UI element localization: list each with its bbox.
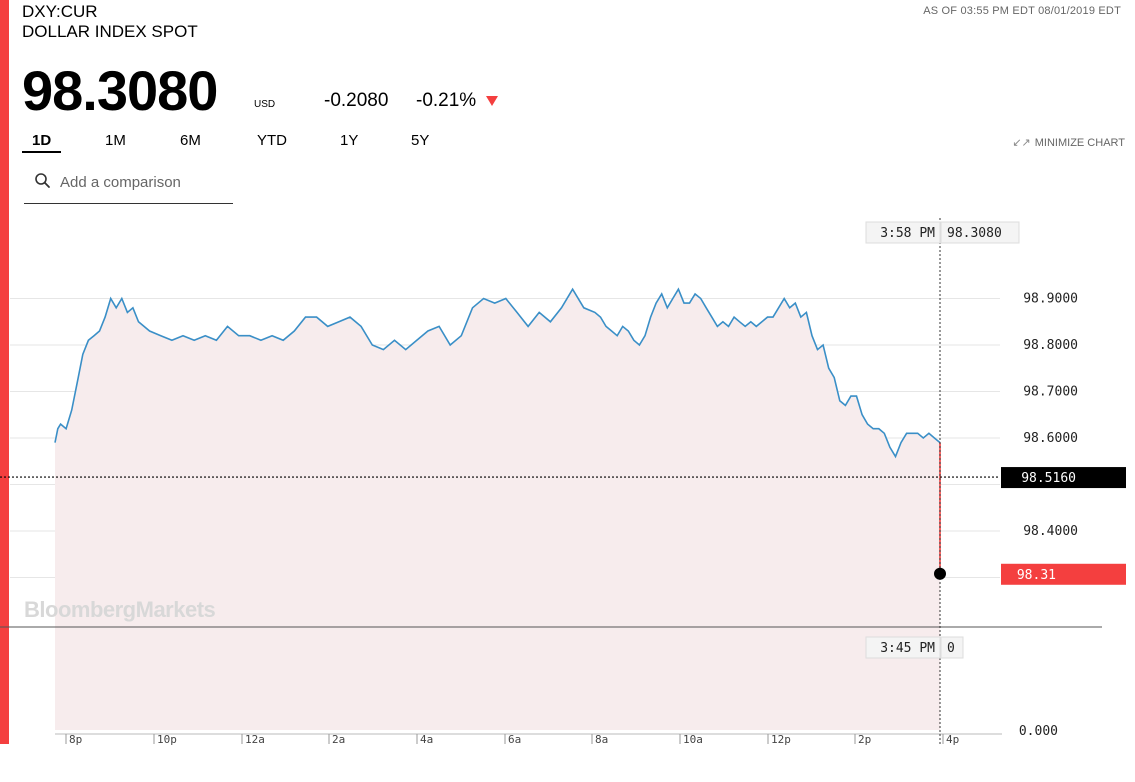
last-price-box	[1001, 563, 1126, 585]
comparison-search-input[interactable]: Add a comparison	[24, 166, 233, 204]
y-tick-label: 98.4000	[1023, 524, 1078, 539]
instrument-name: DOLLAR INDEX SPOT	[22, 22, 198, 41]
as-of-timestamp: AS OF 03:55 PM EDT 08/01/2019 EDT	[923, 5, 1121, 17]
collapse-arrows-icon: ↙↗	[1012, 137, 1031, 149]
x-tick-label: 10a	[683, 733, 703, 746]
x-tick-label: 10p	[157, 733, 177, 746]
last-price-label: 98.31	[1017, 568, 1056, 583]
x-tick-label: 4p	[946, 733, 959, 746]
tab-5y[interactable]: 5Y	[411, 132, 430, 149]
y-tick-label: 98.8000	[1023, 338, 1078, 353]
x-tick-label: 2p	[858, 733, 871, 746]
chart-area-fill	[55, 289, 940, 730]
tab-1d[interactable]: 1D	[22, 130, 62, 153]
price-line-up	[54, 287, 941, 459]
ticker-symbol: DXY:CUR	[22, 2, 98, 21]
search-icon	[35, 173, 50, 188]
x-tick-label: 8a	[595, 733, 608, 746]
crosshair-time: 3:58 PM	[880, 226, 935, 241]
crosshair-value: 98.3080	[947, 226, 1002, 241]
x-tick-label: 2a	[332, 733, 345, 746]
x-tick-label: 6a	[508, 733, 521, 746]
x-tick-label: 12a	[245, 733, 265, 746]
accent-bar	[0, 0, 9, 744]
crosshair-bottom-time-box	[865, 636, 941, 659]
tab-1m[interactable]: 1M	[105, 132, 126, 149]
minimize-chart-button[interactable]: ↙↗ MINIMIZE CHART	[1012, 136, 1125, 149]
down-arrow-icon	[486, 96, 498, 106]
x-tick-label: 8p	[69, 733, 82, 746]
tab-1y[interactable]: 1Y	[340, 132, 359, 149]
crosshair-bottom-value: 0	[947, 641, 955, 656]
percent-change: -0.21%	[416, 90, 477, 111]
previous-close-box	[1001, 467, 1126, 489]
previous-close-label: 98.5160	[1021, 471, 1076, 486]
y-tick-label: 0.000	[1019, 724, 1058, 739]
last-price: 98.3080	[22, 59, 218, 122]
search-placeholder: Add a comparison	[60, 174, 181, 191]
crosshair-time-box	[865, 221, 941, 244]
tab-6m[interactable]: 6M	[180, 132, 201, 149]
tab-ytd[interactable]: YTD	[257, 132, 287, 149]
net-change: -0.2080	[324, 90, 389, 111]
crosshair-bottom-time: 3:45 PM	[880, 641, 935, 656]
currency-label: USD	[254, 99, 276, 110]
x-tick-label: 12p	[771, 733, 791, 746]
y-tick-label: 98.6000	[1023, 431, 1078, 446]
last-point-marker	[934, 567, 946, 580]
minimize-chart-label: MINIMIZE CHART	[1034, 137, 1125, 149]
crosshair-value-box	[940, 221, 1020, 244]
y-tick-label: 98.9000	[1023, 292, 1078, 307]
bloomberg-markets-watermark: BloombergMarkets	[24, 597, 216, 622]
y-tick-label: 98.7000	[1023, 385, 1078, 400]
x-tick-label: 4a	[420, 733, 433, 746]
crosshair-bottom-value-box	[940, 636, 964, 659]
